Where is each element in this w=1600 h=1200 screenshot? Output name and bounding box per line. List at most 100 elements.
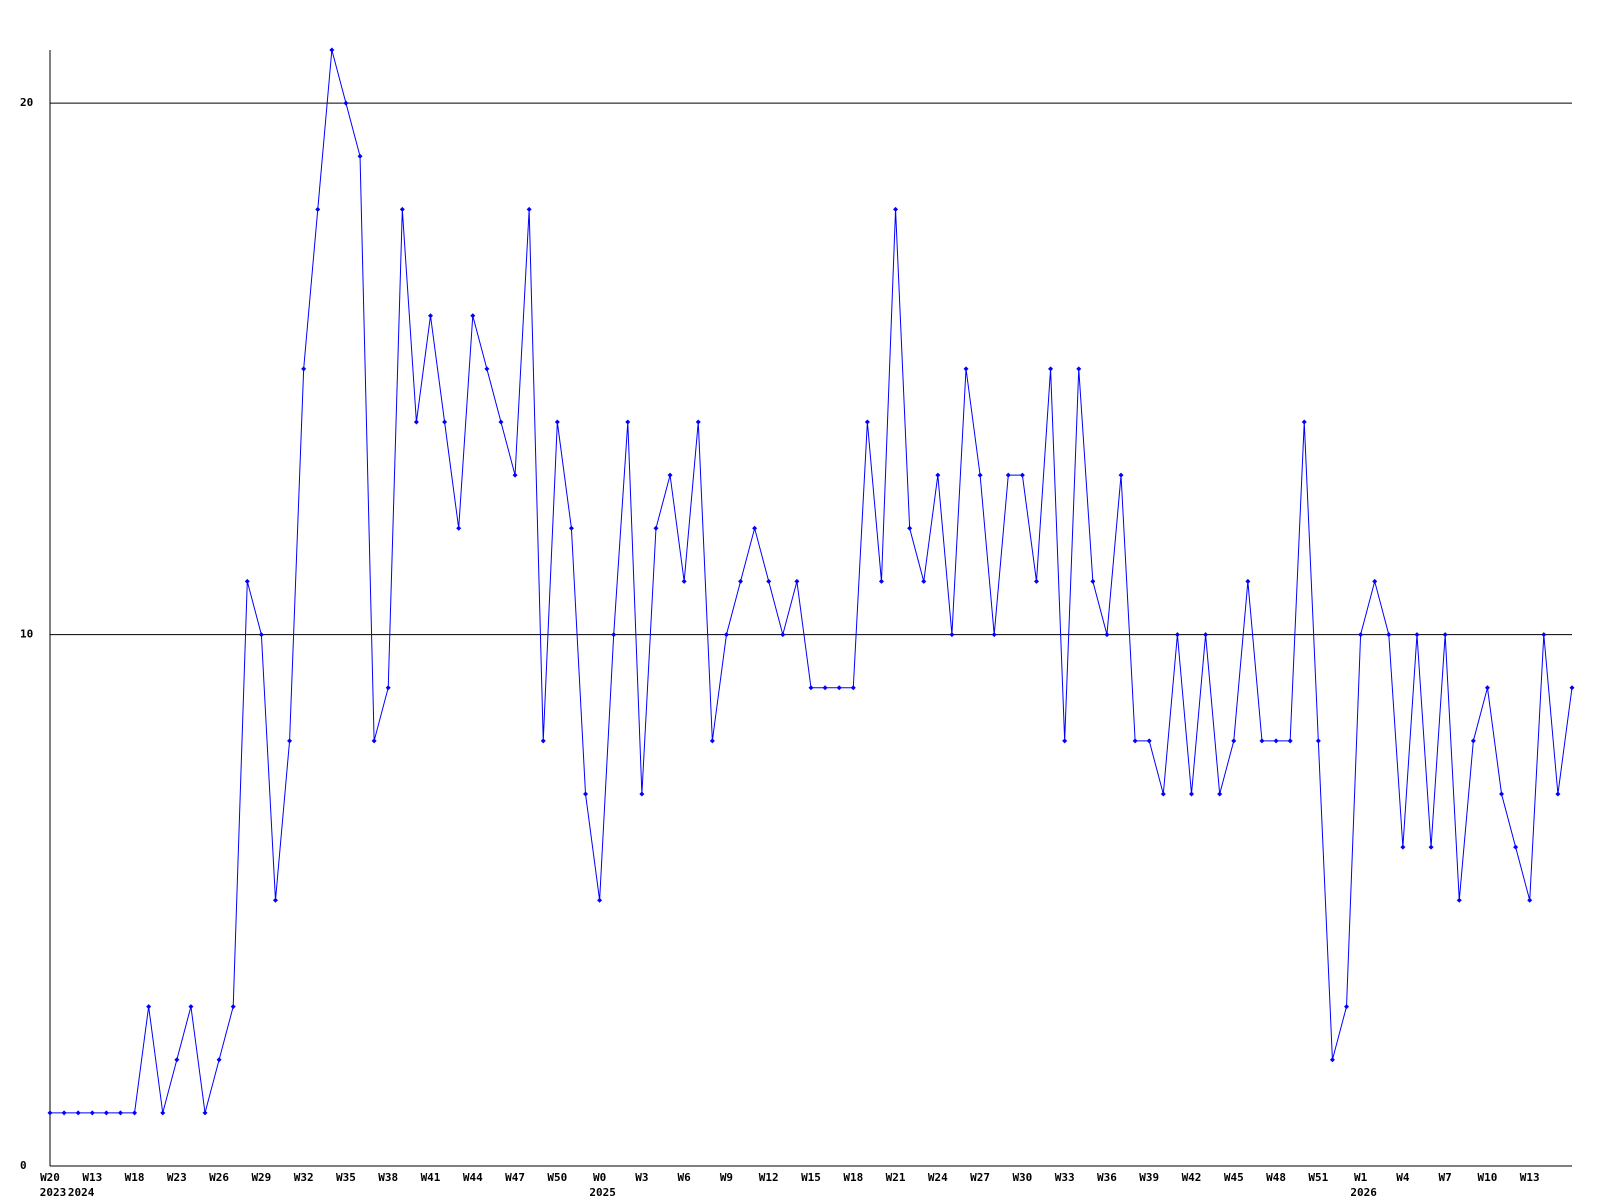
x-tick-label: W18 xyxy=(843,1171,863,1184)
x-year-label: 2024 xyxy=(68,1186,95,1199)
point-marker xyxy=(850,685,856,691)
point-marker xyxy=(160,1110,166,1116)
point-marker xyxy=(1386,632,1392,638)
point-marker xyxy=(963,366,969,372)
point-marker xyxy=(1132,738,1138,744)
point-marker xyxy=(399,206,405,212)
x-tick-label: W10 xyxy=(1478,1171,1498,1184)
point-marker xyxy=(878,578,884,584)
point-marker xyxy=(1273,738,1279,744)
point-marker xyxy=(1484,685,1490,691)
x-tick-label: W13 xyxy=(82,1171,102,1184)
point-marker xyxy=(357,153,363,159)
point-marker xyxy=(1005,472,1011,478)
point-marker xyxy=(146,1004,152,1010)
x-year-label: 2023 xyxy=(40,1186,67,1199)
point-marker xyxy=(272,897,278,903)
point-marker xyxy=(1301,419,1307,425)
x-year-label: 2026 xyxy=(1350,1186,1377,1199)
point-marker xyxy=(470,313,476,319)
point-marker xyxy=(1033,578,1039,584)
point-marker xyxy=(1414,632,1420,638)
point-marker xyxy=(1019,472,1025,478)
x-tick-label: W15 xyxy=(801,1171,821,1184)
x-tick-label: W26 xyxy=(209,1171,229,1184)
y-tick-label: 20 xyxy=(20,96,33,109)
point-marker xyxy=(301,366,307,372)
point-marker xyxy=(597,897,603,903)
point-marker xyxy=(1076,366,1082,372)
y-tick-label: 0 xyxy=(20,1159,27,1172)
point-marker xyxy=(1104,632,1110,638)
point-marker xyxy=(89,1110,95,1116)
x-tick-label: W39 xyxy=(1139,1171,1159,1184)
point-marker xyxy=(1231,738,1237,744)
point-marker xyxy=(1513,844,1519,850)
x-year-label: 2025 xyxy=(589,1186,616,1199)
x-tick-label: W6 xyxy=(678,1171,692,1184)
point-marker xyxy=(639,791,645,797)
point-marker xyxy=(188,1004,194,1010)
point-marker xyxy=(75,1110,81,1116)
x-tick-label: W51 xyxy=(1308,1171,1328,1184)
point-marker xyxy=(766,578,772,584)
point-marker xyxy=(1442,632,1448,638)
x-tick-label: W36 xyxy=(1097,1171,1117,1184)
point-marker xyxy=(1428,844,1434,850)
point-marker xyxy=(442,419,448,425)
point-marker xyxy=(61,1110,67,1116)
point-marker xyxy=(1372,578,1378,584)
x-tick-label: W7 xyxy=(1439,1171,1452,1184)
point-marker xyxy=(371,738,377,744)
point-marker xyxy=(864,419,870,425)
point-marker xyxy=(526,206,532,212)
point-marker xyxy=(413,419,419,425)
x-tick-label: W4 xyxy=(1396,1171,1410,1184)
point-marker xyxy=(244,578,250,584)
point-marker xyxy=(287,738,293,744)
point-marker xyxy=(1189,791,1194,797)
point-marker xyxy=(428,313,433,319)
point-marker xyxy=(667,472,673,478)
point-marker xyxy=(230,1004,236,1010)
x-tick-label: W21 xyxy=(886,1171,906,1184)
x-tick-label: W42 xyxy=(1182,1171,1202,1184)
x-tick-label: W1 xyxy=(1354,1171,1368,1184)
point-marker xyxy=(681,578,687,584)
point-marker xyxy=(893,206,899,212)
point-marker xyxy=(315,206,321,212)
point-marker xyxy=(456,525,462,531)
point-marker xyxy=(498,419,504,425)
point-marker xyxy=(991,632,997,638)
point-marker xyxy=(738,578,744,584)
point-marker xyxy=(1259,738,1265,744)
point-marker xyxy=(921,578,927,584)
point-marker xyxy=(949,632,955,638)
x-tick-label: W35 xyxy=(336,1171,356,1184)
x-tick-label: W29 xyxy=(251,1171,271,1184)
point-marker xyxy=(540,738,546,744)
point-marker xyxy=(174,1057,180,1063)
point-marker xyxy=(1174,632,1180,638)
point-marker xyxy=(554,419,560,425)
line xyxy=(50,49,1573,1114)
point-marker xyxy=(1048,366,1054,372)
point-marker xyxy=(117,1110,123,1116)
x-tick-label: W47 xyxy=(505,1171,525,1184)
x-tick-label: W30 xyxy=(1012,1171,1032,1184)
point-marker xyxy=(216,1057,222,1063)
x-tick-label: W9 xyxy=(720,1171,733,1184)
point-marker xyxy=(822,685,828,691)
point-marker xyxy=(1090,578,1096,584)
point-marker xyxy=(1160,791,1166,797)
point-marker xyxy=(1527,897,1533,903)
point-marker xyxy=(1315,738,1321,744)
point-marker xyxy=(1203,632,1209,638)
point-marker xyxy=(653,525,659,531)
x-tick-label: W27 xyxy=(970,1171,990,1184)
point-marker xyxy=(935,472,941,478)
point-marker xyxy=(1456,897,1462,903)
point-marker xyxy=(907,525,913,531)
